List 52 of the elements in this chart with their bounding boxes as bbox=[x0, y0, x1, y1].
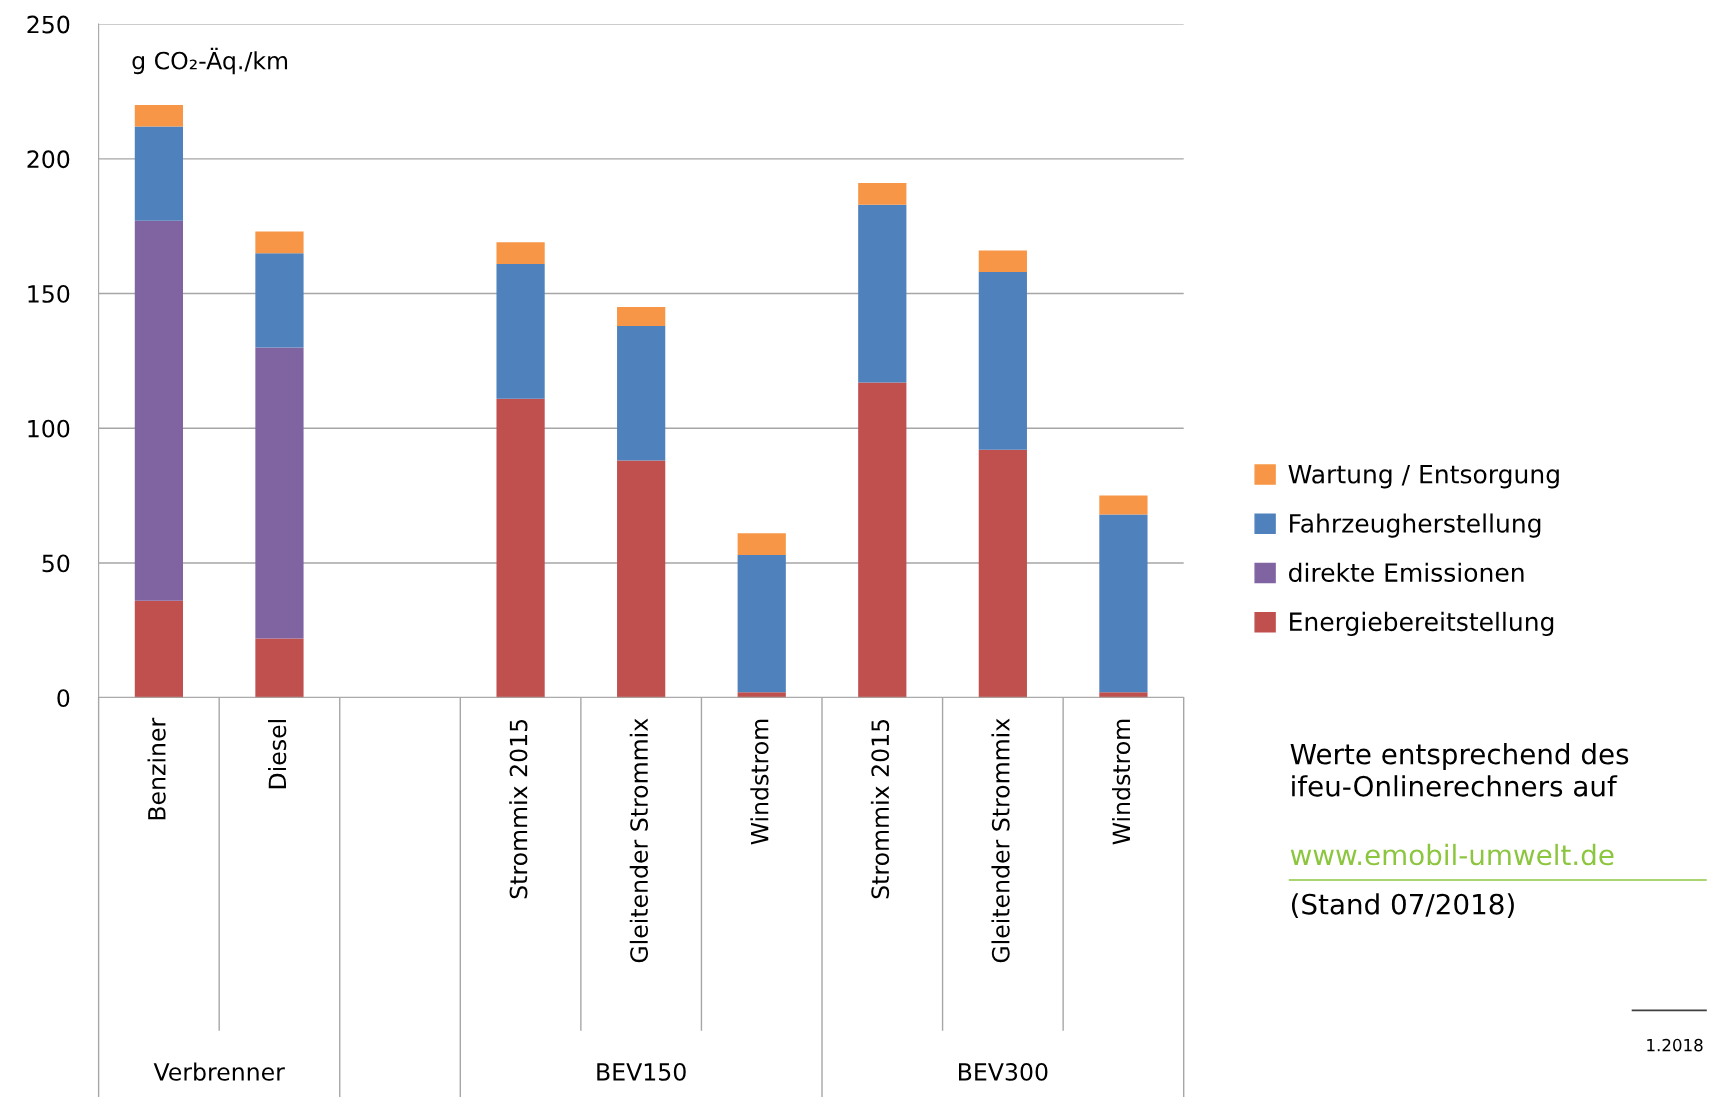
x-tick-label: Windstrom bbox=[750, 719, 769, 845]
bar bbox=[496, 242, 545, 264]
bar bbox=[858, 204, 907, 383]
x-tick-label: Gleitender Strommix bbox=[629, 718, 649, 963]
y-axis-title: g CO₂-Äq./km bbox=[132, 47, 288, 75]
bar bbox=[496, 398, 545, 698]
x-tick-label: Strommix 2015 bbox=[509, 719, 528, 899]
y-tick-label: 200 bbox=[27, 150, 70, 169]
bar bbox=[134, 220, 184, 601]
bar bbox=[255, 231, 304, 254]
y-tick-label: 250 bbox=[27, 15, 70, 34]
x-tick-label: Strommix 2015 bbox=[870, 719, 890, 899]
legend-label: Energiebereitstellung bbox=[1290, 611, 1554, 637]
bar bbox=[737, 554, 786, 693]
bar bbox=[978, 250, 1027, 272]
bar bbox=[1099, 495, 1148, 515]
x-tick-label: Gleitender Strommix bbox=[991, 718, 1010, 963]
bar bbox=[617, 307, 666, 326]
bar bbox=[496, 263, 545, 399]
x-tick-label: Benziner bbox=[147, 717, 166, 820]
bar bbox=[617, 460, 666, 698]
text: Werte entsprechend des ifeu-Onlinerechners auf bbox=[1290, 743, 1629, 797]
text: BEV150 bbox=[597, 1062, 686, 1081]
bar bbox=[617, 325, 666, 461]
text: www.emobil-umwelt.de bbox=[1290, 843, 1614, 866]
legend-label: direkte Emissionen bbox=[1289, 562, 1524, 582]
bar bbox=[978, 272, 1027, 450]
bar bbox=[255, 638, 304, 698]
bar bbox=[134, 600, 184, 698]
text: 1.2018 bbox=[1647, 1038, 1703, 1052]
x-tick-label: Windstrom bbox=[1111, 719, 1131, 845]
bar bbox=[858, 183, 907, 205]
bar bbox=[1099, 692, 1148, 698]
y-tick-label: 0 bbox=[57, 689, 70, 707]
bar bbox=[737, 533, 786, 555]
legend-label: Wartung / Entsorgung bbox=[1288, 465, 1559, 489]
y-tick-label: 50 bbox=[42, 554, 70, 573]
bar bbox=[255, 253, 304, 348]
bar bbox=[134, 104, 184, 127]
bar bbox=[858, 382, 907, 698]
bar bbox=[255, 347, 304, 639]
x-tick-label: Diesel bbox=[268, 720, 287, 789]
legend-label: Fahrzeugherstellung bbox=[1290, 513, 1541, 538]
text: Verbrenner bbox=[153, 1062, 285, 1081]
y-tick-label: 100 bbox=[28, 419, 70, 438]
bar bbox=[737, 692, 786, 698]
bar bbox=[134, 126, 184, 221]
bar bbox=[1099, 514, 1148, 693]
bar bbox=[978, 449, 1027, 698]
text: (Stand 07/2018) bbox=[1291, 893, 1514, 918]
y-tick-label: 150 bbox=[28, 285, 70, 303]
text: BEV300 bbox=[959, 1062, 1048, 1081]
